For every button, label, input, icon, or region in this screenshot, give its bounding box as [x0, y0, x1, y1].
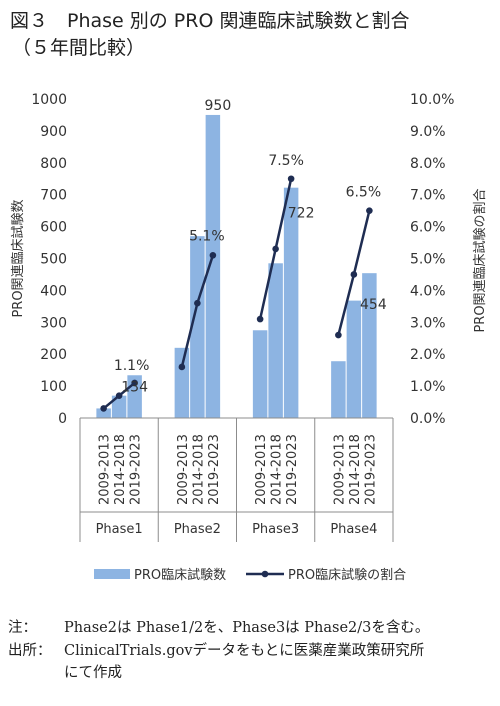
period-tick-label: 2014-2018 — [113, 434, 128, 505]
y-tick-label-left: 900 — [40, 124, 67, 140]
bar — [111, 395, 127, 418]
line-point — [209, 252, 217, 259]
source-note: 出所： ClinicalTrials.govデータをもとに医薬産業政策研究所 にて… — [8, 640, 424, 684]
y-tick-label-right: 3.0% — [410, 315, 446, 331]
y-tick-label-right: 0.0% — [410, 411, 446, 427]
line-point — [178, 363, 186, 371]
y-tick-label-right: 8.0% — [410, 156, 446, 172]
group-tick-label: Phase4 — [330, 522, 377, 537]
line-point — [366, 207, 373, 214]
y-tick-label-right: 1.0% — [410, 379, 446, 395]
period-tick-label: 2019-2023 — [285, 434, 300, 505]
bar — [362, 273, 377, 418]
source-text-continued: にて作成 — [64, 665, 122, 681]
line-point — [335, 331, 342, 339]
y-tick-label-right: 5.0% — [410, 252, 446, 268]
legend-label-bar: PRO臨床試験数 — [134, 567, 226, 583]
title-line-2: （５年間比較） — [12, 37, 146, 59]
bar — [252, 330, 268, 418]
y-tick-label-right: 9.0% — [410, 124, 446, 140]
note: 注： Phase2は Phase1/2を、Phase3は Phase2/3を含む。 — [8, 617, 429, 639]
bar — [205, 114, 221, 418]
period-tick-label: 2019-2023 — [207, 434, 222, 505]
y-tick-label-left: 600 — [40, 220, 67, 236]
y-axis-title-left: PRO関連臨床試験数 — [10, 199, 26, 317]
group-tick-label: Phase1 — [96, 522, 143, 537]
group-tick-label: Phase2 — [174, 522, 221, 537]
period-tick-label: 2009-2013 — [332, 434, 347, 505]
data-label: 1.1% — [114, 358, 150, 374]
y-tick-label-right: 10.0% — [410, 92, 454, 108]
data-label: 7.5% — [268, 153, 304, 169]
y-tick-label-left: 0 — [58, 411, 67, 427]
bar — [283, 187, 299, 418]
bar — [190, 236, 205, 418]
bar — [268, 263, 283, 418]
data-label: 134 — [121, 379, 148, 395]
period-tick-label: 2014-2018 — [270, 434, 285, 505]
source-text: ClinicalTrials.govデータをもとに医薬産業政策研究所 — [64, 643, 425, 659]
data-label: 5.1% — [189, 228, 225, 244]
y-tick-label-right: 2.0% — [410, 347, 446, 363]
legend-swatch-marker — [261, 570, 269, 578]
y-tick-label-left: 800 — [40, 156, 67, 172]
legend-label-line: PRO臨床試験の割合 — [288, 567, 406, 583]
bar-line-chart: 0 100 200 300 400 500 600 700 800 900 1000 0.0% 1.0%… — [10, 92, 488, 583]
period-tick-label: 2009-2013 — [254, 434, 269, 505]
period-tick-label: 2019-2023 — [363, 434, 378, 505]
line-point — [100, 405, 107, 412]
line-point — [131, 379, 138, 387]
period-tick-label: 2014-2018 — [191, 434, 206, 505]
y-tick-label-left: 200 — [40, 347, 67, 363]
note-label: 注： — [8, 620, 37, 636]
source-label: 出所： — [8, 643, 52, 659]
line-point — [350, 271, 358, 278]
group-tick-label: Phase3 — [252, 522, 299, 537]
y-tick-label-left: 400 — [40, 283, 67, 299]
line-point — [256, 315, 264, 323]
bar — [174, 347, 190, 418]
data-label: 722 — [288, 206, 315, 222]
line-point — [287, 175, 295, 183]
title-line-1: 図３ Phase 別の PRO 関連臨床試験数と割合 — [10, 10, 410, 32]
data-label: 6.5% — [346, 185, 382, 201]
data-label: 950 — [205, 98, 232, 114]
period-tick-label: 2009-2013 — [98, 434, 113, 505]
period-tick-label: 2009-2013 — [176, 434, 191, 505]
y-tick-label-left: 1000 — [31, 92, 67, 108]
legend-swatch-bar — [94, 569, 130, 579]
y-tick-label-left: 300 — [40, 315, 67, 331]
y-tick-label-right: 7.0% — [410, 188, 446, 204]
y-tick-label-left: 100 — [40, 379, 67, 395]
period-tick-label: 2014-2018 — [348, 434, 363, 505]
bar — [331, 361, 346, 418]
data-label: 454 — [360, 297, 387, 313]
y-tick-label-left: 500 — [40, 252, 67, 268]
y-tick-label-right: 4.0% — [410, 283, 446, 299]
line-point — [272, 245, 279, 253]
chart-title: 図３ Phase 別の PRO 関連臨床試験数と割合 （５年間比較） — [10, 8, 409, 62]
y-tick-label-left: 700 — [40, 188, 67, 204]
line-point — [194, 299, 201, 307]
bar — [96, 408, 111, 418]
line-point — [115, 392, 123, 399]
bar — [346, 300, 362, 418]
note-text: Phase2は Phase1/2を、Phase3は Phase2/3を含む。 — [64, 620, 430, 636]
period-tick-label: 2019-2023 — [129, 434, 144, 505]
y-axis-title-right: PRO関連臨床試験の割合 — [472, 188, 488, 332]
y-tick-label-right: 6.0% — [410, 220, 446, 236]
